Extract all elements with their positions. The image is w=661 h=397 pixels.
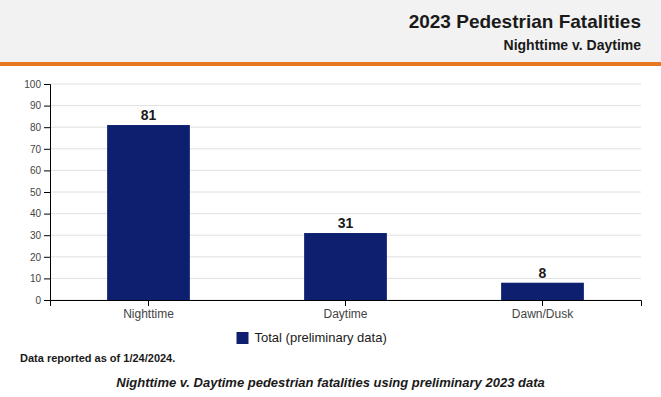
y-tick: 30 — [30, 230, 50, 241]
y-tick-mark — [44, 192, 50, 193]
y-tick: 10 — [30, 273, 50, 284]
y-tick-mark — [44, 300, 50, 301]
legend-swatch — [237, 332, 249, 344]
x-tick: Nighttime — [123, 300, 174, 321]
y-tick-label: 90 — [30, 100, 42, 111]
footer-note: Data reported as of 1/24/2024. — [20, 352, 175, 364]
subtitle: Nighttime v. Daytime — [504, 37, 642, 53]
y-tick: 40 — [30, 208, 50, 219]
y-tick-mark — [44, 106, 50, 107]
x-axis-line — [51, 301, 642, 307]
y-tick-mark — [44, 214, 50, 215]
y-tick: 100 — [24, 79, 50, 90]
x-tick-mark — [345, 300, 346, 306]
y-tick-mark — [44, 235, 50, 236]
header-background — [0, 0, 661, 62]
data-label: 31 — [338, 215, 354, 231]
y-tick-mark — [44, 257, 50, 258]
header-rule — [0, 62, 661, 66]
y-tick: 70 — [30, 144, 50, 155]
y-tick: 80 — [30, 122, 50, 133]
x-tick: Daytime — [323, 300, 367, 321]
y-tick: 60 — [30, 165, 50, 176]
data-label: 8 — [539, 265, 547, 281]
x-axis: Nighttime Daytime Dawn/Dusk — [51, 300, 642, 321]
bar — [304, 233, 387, 300]
y-tick-label: 40 — [30, 208, 42, 219]
x-tick-mark — [542, 300, 543, 306]
plot: 813180102030405060708090100NighttimeDayt… — [24, 79, 641, 321]
y-tick-mark — [44, 149, 50, 150]
x-tick-label: Daytime — [323, 307, 367, 321]
y-tick-label: 20 — [30, 252, 42, 263]
chart: 2023 Pedestrian Fatalities Nighttime v. D… — [0, 0, 661, 397]
y-axis-line — [44, 85, 51, 301]
y-axis: 0 10 20 30 40 50 60 70 80 90 100 — [24, 79, 50, 306]
bars — [107, 125, 584, 300]
y-tick: 90 — [30, 100, 50, 111]
y-tick-mark — [44, 84, 50, 85]
y-tick-label: 30 — [30, 230, 42, 241]
y-tick: 0 — [35, 295, 50, 306]
y-tick: 20 — [30, 252, 50, 263]
bar — [107, 125, 190, 300]
data-labels: 81 31 8 — [141, 107, 547, 281]
bar — [501, 283, 584, 300]
legend-item: Total (preliminary data) — [237, 330, 387, 345]
y-tick-label: 70 — [30, 144, 42, 155]
grid — [50, 84, 641, 300]
grid-line — [50, 105, 641, 106]
y-tick-label: 100 — [24, 79, 41, 90]
y-tick-label: 0 — [35, 295, 41, 306]
legend: Total (preliminary data) — [237, 330, 387, 345]
y-tick-label: 50 — [30, 187, 42, 198]
x-tick-mark — [148, 300, 149, 306]
y-tick: 50 — [30, 187, 50, 198]
y-tick-mark — [44, 278, 50, 279]
x-tick-label: Nighttime — [123, 307, 174, 321]
y-tick-mark — [44, 127, 50, 128]
x-tick: Dawn/Dusk — [512, 300, 574, 321]
y-tick-label: 10 — [30, 273, 42, 284]
y-tick-label: 60 — [30, 165, 42, 176]
y-tick-mark — [44, 170, 50, 171]
title: 2023 Pedestrian Fatalities — [409, 11, 641, 32]
data-label: 81 — [141, 107, 157, 123]
y-tick-label: 80 — [30, 122, 42, 133]
legend-label: Total (preliminary data) — [255, 330, 387, 345]
footer-caption: Nighttime v. Daytime pedestrian fataliti… — [116, 375, 544, 390]
grid-line — [50, 84, 641, 85]
x-tick-label: Dawn/Dusk — [512, 307, 574, 321]
